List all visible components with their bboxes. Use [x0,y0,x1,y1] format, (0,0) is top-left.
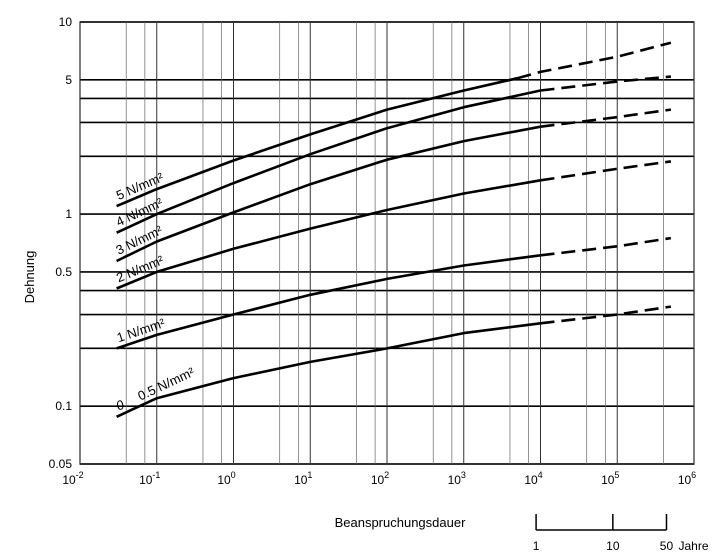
series-line-extrapolated [517,41,672,80]
x-tick-label: 100 [217,470,235,487]
series-line-solid [116,322,541,418]
y-tick-label: 1 [65,207,72,221]
series-line-solid [116,89,541,234]
x-tick-label: 102 [371,470,389,487]
x-tick-label: 101 [294,470,312,487]
y-tick-label: 0.05 [49,457,73,471]
series-label-prefix: 0 [114,397,128,414]
x-axis-title: Beanspruchungsdauer [335,515,466,530]
series-line-extrapolated [540,305,672,325]
series-line-solid [116,76,518,208]
years-tick-label: 10 [606,539,620,553]
x-tick-label: 10-1 [139,470,160,487]
y-axis-title: Dehnung [22,251,37,304]
y-tick-label: 10 [59,15,73,29]
years-tick-label: 50 [660,539,674,553]
y-tick-label: 0.1 [55,399,72,413]
years-axis: 1 10 50 Jahre [533,514,709,553]
x-tick-label: 10-2 [62,470,83,487]
series-layer [116,41,672,418]
series-line-extrapolated [540,75,672,92]
years-tick-label: 1 [533,539,540,553]
x-tick-label: 105 [601,470,619,487]
grid-layer [79,21,695,465]
series-line-extrapolated [540,108,672,128]
x-tick-label: 104 [524,470,542,487]
series-line-solid [116,125,541,263]
x-tick-label: 106 [678,470,696,487]
years-unit-label: Jahre [678,539,708,553]
series-line-solid [116,254,541,350]
series-line-extrapolated [540,160,672,182]
series-line-extrapolated [540,236,672,257]
y-tick-label: 5 [65,73,72,87]
series-line-solid [116,179,541,290]
x-tick-label: 103 [448,470,466,487]
y-tick-label: 0.5 [55,265,72,279]
